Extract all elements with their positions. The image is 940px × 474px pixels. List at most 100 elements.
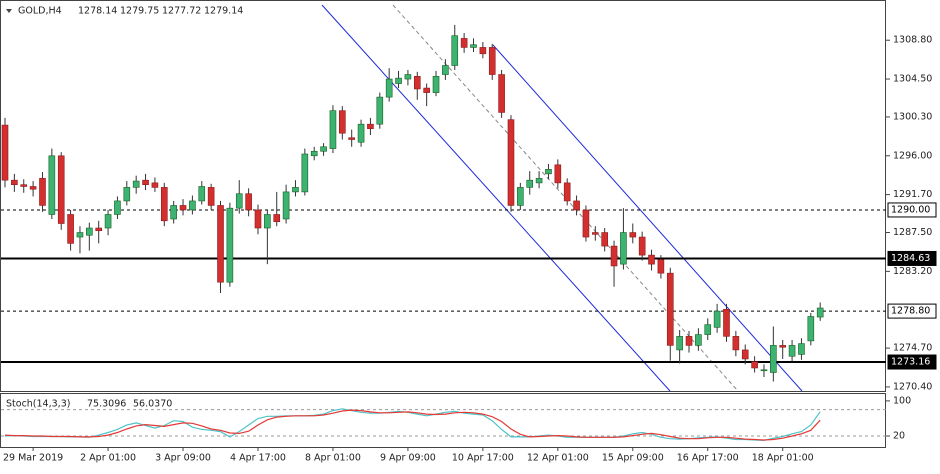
candle-body: [638, 236, 646, 256]
candle-body: [423, 87, 430, 93]
candle-body: [76, 232, 84, 238]
y-tick-label: 1300.30: [893, 111, 932, 122]
candle-body: [207, 187, 215, 206]
candle-body: [554, 164, 562, 184]
candle-body: [451, 35, 459, 66]
candle-body: [788, 345, 796, 357]
symbol-title: GOLD,H4: [18, 6, 62, 17]
candle-body: [29, 186, 37, 190]
y-tick-label: 1296.00: [893, 150, 932, 161]
candle-body: [582, 209, 590, 238]
candle-body: [629, 232, 637, 238]
y-tick-label: 1274.70: [893, 343, 932, 354]
candle-body: [48, 155, 56, 215]
candle-body: [170, 205, 177, 220]
candle-body: [620, 232, 627, 265]
level-label-box: [887, 303, 937, 319]
candle-body: [254, 209, 262, 229]
menu-arrow[interactable]: [6, 9, 12, 13]
candle-body: [601, 232, 608, 247]
candle-body: [695, 334, 702, 346]
open-readout: 1278.14: [78, 6, 117, 17]
indicator-title: Stoch(14,3,3): [6, 399, 70, 410]
y-tick-label: 1287.50: [893, 227, 932, 238]
indicator-y-tick-label: 20: [893, 431, 905, 442]
channel-line: [321, 4, 671, 392]
candle-body: [488, 47, 496, 75]
candle-body: [741, 349, 749, 360]
y-tick-label: 1283.20: [893, 266, 932, 277]
candle-body: [648, 254, 655, 265]
candle-body: [610, 245, 618, 267]
candle-body: [517, 187, 524, 206]
level-label: 1284.63: [891, 253, 930, 264]
candle-body: [320, 146, 327, 152]
candle-body: [573, 200, 580, 211]
candle-body: [526, 179, 534, 188]
candle-body: [592, 232, 599, 235]
y-tick-label: 1308.80: [893, 35, 932, 46]
candle-body: [535, 178, 543, 184]
candle-body: [442, 65, 449, 75]
candle-body: [245, 193, 252, 211]
candle-body: [189, 200, 196, 211]
indicator-y-tick-label: 100: [893, 395, 911, 406]
candle-body: [676, 336, 683, 351]
candle-body: [95, 227, 102, 232]
candle-body: [339, 110, 346, 134]
candle-body: [507, 119, 515, 206]
candle-body: [292, 187, 299, 193]
candle-body: [385, 78, 393, 98]
candle-body: [413, 76, 421, 90]
x-tick-label: 16 Apr 17:00: [677, 453, 739, 464]
channel-midline: [392, 4, 739, 392]
candle-body: [123, 187, 131, 202]
level-label-box: [887, 354, 937, 370]
candle-body: [151, 182, 159, 188]
candle-body: [713, 310, 721, 328]
x-tick-label: 2 Apr 01:00: [80, 453, 136, 464]
candle-body: [235, 193, 243, 209]
candle-body: [760, 369, 768, 372]
candle-body: [376, 96, 384, 125]
level-label: 1290.00: [891, 204, 930, 215]
x-tick-label: 18 Apr 01:00: [752, 453, 814, 464]
candle-body: [67, 214, 74, 244]
candle-body: [198, 186, 206, 202]
candle-body: [479, 47, 487, 55]
candle-body: [348, 137, 355, 140]
candle-body: [685, 336, 693, 346]
price-panel: [0, 0, 886, 392]
candle-body: [114, 200, 121, 215]
candle-body: [498, 74, 505, 113]
candle-body: [732, 336, 740, 351]
candle-body: [395, 77, 402, 84]
candle-body: [282, 191, 290, 220]
candle-body: [545, 169, 552, 175]
x-tick-label: 29 Mar 2019: [3, 453, 63, 464]
candle-body: [367, 123, 374, 130]
x-tick-label: 15 Apr 09:00: [602, 453, 664, 464]
level-label: 1273.16: [891, 357, 930, 368]
level-label-box: [887, 202, 937, 218]
candle-body: [226, 207, 234, 283]
candle-body: [779, 345, 787, 348]
candle-body: [357, 123, 365, 143]
signal-readout: 56.0370: [133, 399, 172, 410]
candle-body: [179, 205, 187, 211]
candle-body: [723, 308, 730, 337]
main-readout: 75.3096: [87, 399, 126, 410]
candle-body: [807, 316, 815, 342]
candle-body: [470, 44, 477, 48]
candle-body: [310, 150, 318, 157]
candle-body: [11, 179, 18, 185]
candle-body: [57, 155, 65, 224]
x-tick-label: 9 Apr 09:00: [380, 453, 436, 464]
candle-body: [798, 343, 805, 355]
candle-body: [39, 178, 46, 206]
candle-body: [563, 182, 571, 202]
candle-body: [816, 307, 824, 318]
candle-body: [86, 227, 93, 236]
candle-body: [160, 187, 168, 222]
